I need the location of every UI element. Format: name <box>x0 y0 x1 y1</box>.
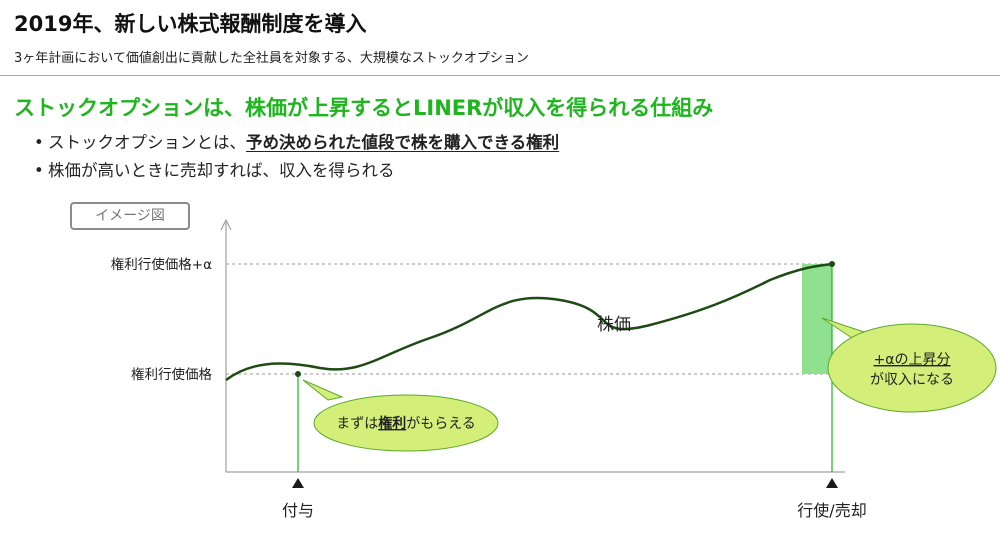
bullet-text: ストックオプションとは、 <box>48 133 246 152</box>
bullet-item: • ストックオプションとは、予め決められた値段で株を購入できる権利 <box>34 129 559 153</box>
page-subtitle: 3ヶ年計画において価値創出に貢献した全社員を対象する、大規模なストックオプション <box>14 51 529 66</box>
exercise-marker <box>826 478 838 488</box>
y-label-high: 権利行使価格+α <box>111 256 212 273</box>
bullet-item: • 株価が高いときに売却すれば、収入を得られる <box>34 157 395 181</box>
grant-marker <box>292 478 304 488</box>
callout-left-bubble <box>313 394 499 452</box>
callout-left-text: まずは権利がもらえる <box>336 415 476 432</box>
image-tag: イメージ図 <box>70 202 190 230</box>
bullet-dot: • <box>34 133 44 152</box>
exercise-point <box>829 261 835 267</box>
callout-left-pointer <box>302 379 344 401</box>
headline: ストックオプションは、株価が上昇するとLINERが収入を得られる仕組み <box>14 96 714 120</box>
curve-label: 株価 <box>597 315 631 335</box>
y-axis-arrow <box>220 218 232 231</box>
stock-price-curve <box>225 262 833 382</box>
callout-right-line1: +αの上昇分 <box>874 352 951 368</box>
bullet-dot: • <box>34 161 44 180</box>
header-divider <box>0 75 1000 76</box>
x-label-grant: 付与 <box>282 501 314 520</box>
bullet-emphasis: 予め決められた値段で株を購入できる権利 <box>246 133 560 152</box>
grant-point <box>295 371 301 377</box>
page-title: 2019年、新しい株式報酬制度を導入 <box>14 12 367 36</box>
callout-right-bubble <box>827 323 997 413</box>
callout-right-line2: が収入になる <box>870 372 954 388</box>
x-label-exercise: 行使/売却 <box>797 501 866 520</box>
y-label-base: 権利行使価格 <box>131 366 212 383</box>
bullet-text: 株価が高いときに売却すれば、収入を得られる <box>48 161 395 180</box>
gain-area <box>802 264 832 374</box>
